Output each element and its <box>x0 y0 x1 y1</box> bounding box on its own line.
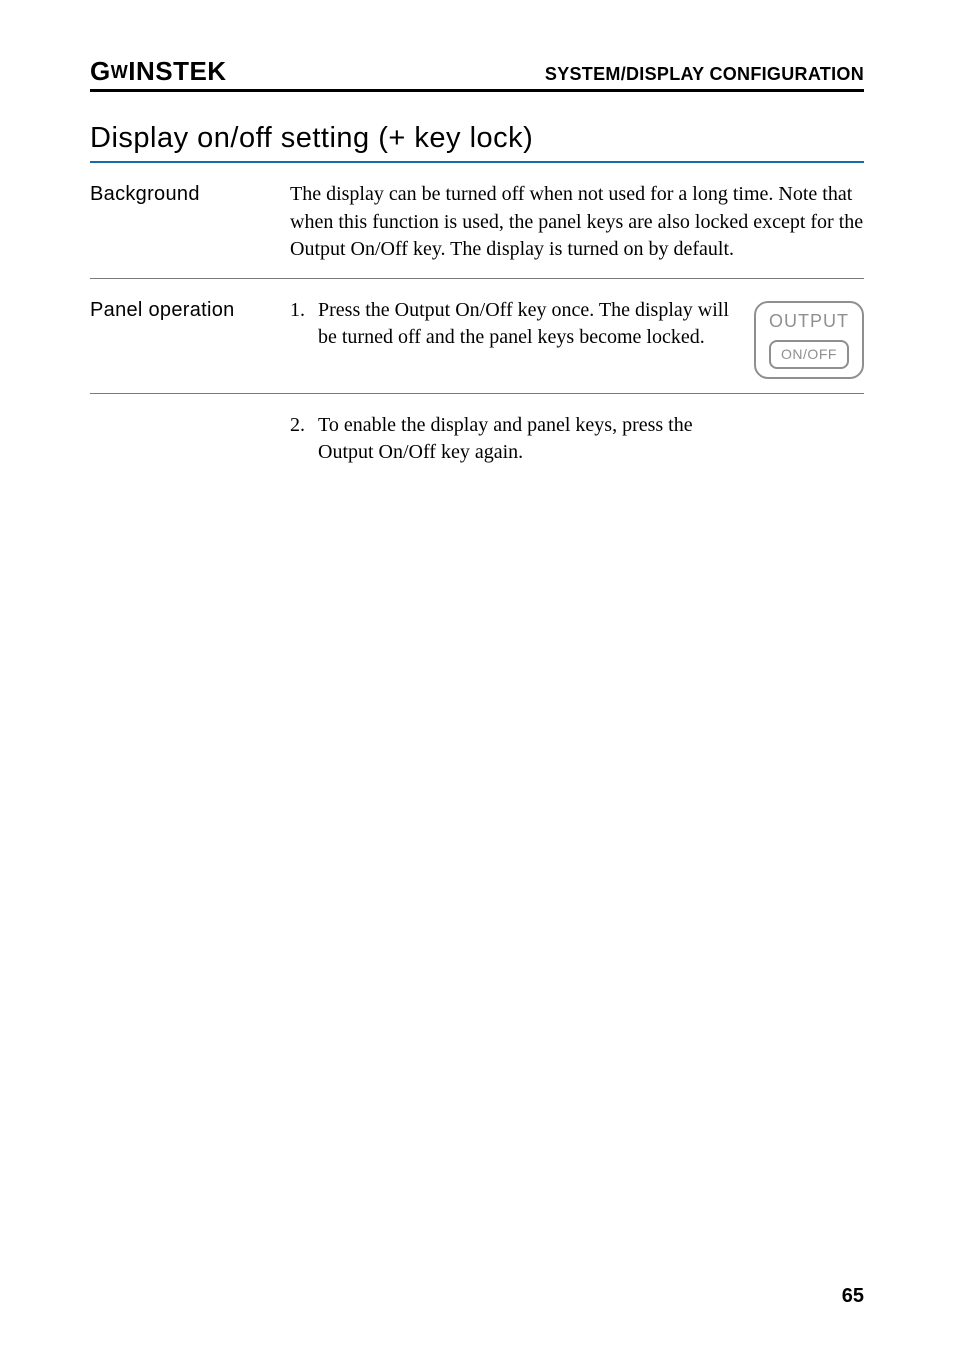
brand-logo: GWINSTEK <box>90 56 227 87</box>
step1-number: 1. <box>290 297 318 379</box>
background-label: Background <box>90 181 290 264</box>
output-key-top-label: OUTPUT <box>769 309 849 334</box>
brand-text-rest: INSTEK <box>128 56 226 86</box>
output-key-inner-label: ON/OFF <box>769 340 849 369</box>
panel-step1-block: Panel operation 1. Press the Output On/O… <box>90 279 864 394</box>
panel-step1: 1. Press the Output On/Off key once. The… <box>290 297 864 379</box>
panel-label-empty <box>90 412 290 467</box>
brand-text-w: W <box>111 62 129 82</box>
section-header: SYSTEM/DISPLAY CONFIGURATION <box>545 64 864 85</box>
step1-text: Press the Output On/Off key once. The di… <box>318 297 746 379</box>
brand-text-g: G <box>90 56 111 86</box>
background-block: Background The display can be turned off… <box>90 163 864 279</box>
output-key-graphic: OUTPUT ON/OFF <box>746 297 864 379</box>
step2-text: To enable the display and panel keys, pr… <box>318 412 864 467</box>
output-key-icon: OUTPUT ON/OFF <box>754 301 864 379</box>
step2-number: 2. <box>290 412 318 467</box>
page-header: GWINSTEK SYSTEM/DISPLAY CONFIGURATION <box>90 56 864 92</box>
background-text: The display can be turned off when not u… <box>290 181 864 264</box>
panel-label: Panel operation <box>90 297 290 379</box>
panel-step2-block: 2. To enable the display and panel keys,… <box>90 394 864 481</box>
page-title: Display on/off setting (+ key lock) <box>90 92 864 163</box>
panel-step2: 2. To enable the display and panel keys,… <box>290 412 864 467</box>
page-number: 65 <box>842 1285 864 1308</box>
